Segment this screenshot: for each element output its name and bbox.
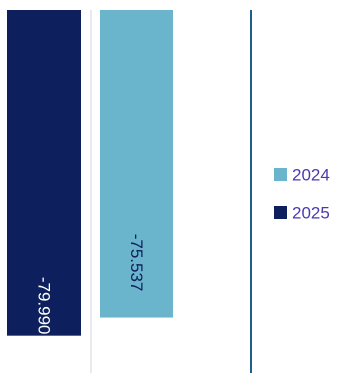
bar-2025 [7,10,81,336]
bar-2024 [100,10,173,318]
data-labels-layer: -79.990 -75.537 [35,234,147,335]
bars-layer [7,10,173,336]
legend-label-2025: 2025 [292,204,330,223]
legend-label-2024: 2024 [292,166,330,185]
data-label-2024: -75.537 [127,234,146,292]
legend: 2024 2025 [274,166,330,223]
legend-swatch-2025 [274,206,287,219]
data-label-2025: -79.990 [35,277,54,335]
legend-swatch-2024 [274,168,287,181]
